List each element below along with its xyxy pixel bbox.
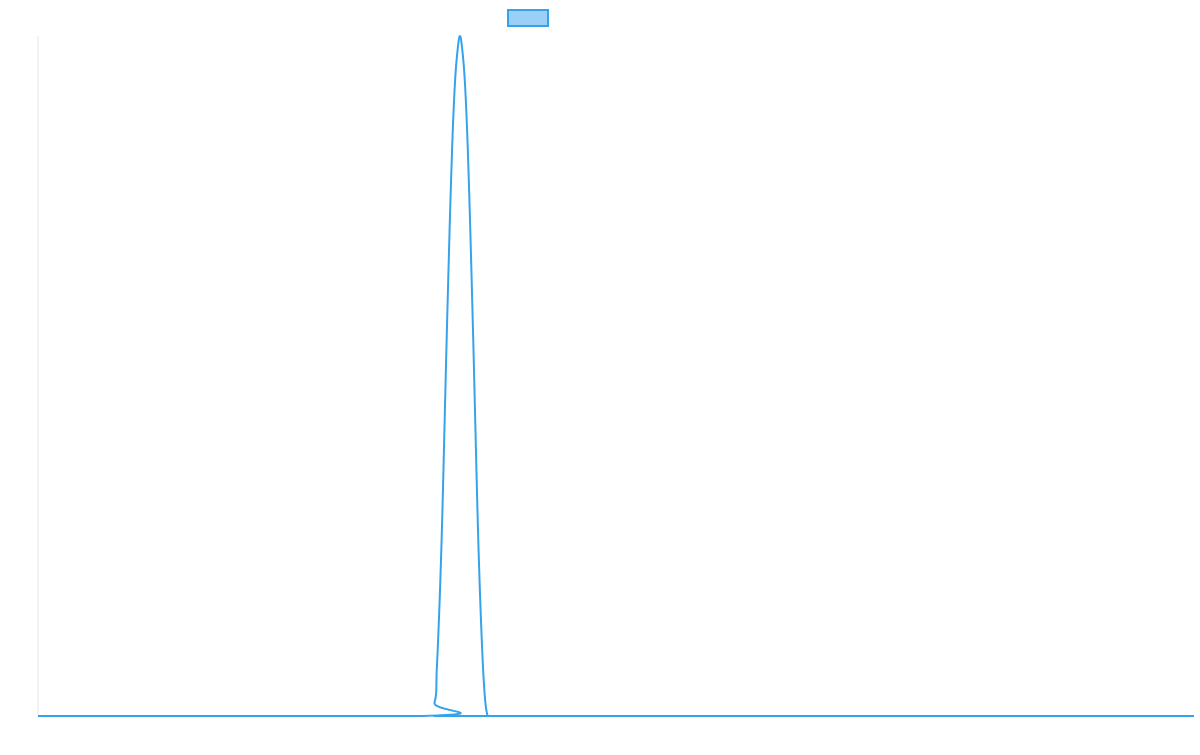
axes (37, 36, 1194, 717)
legend (507, 9, 549, 27)
legend-swatch (507, 9, 549, 27)
series-layer (38, 35, 1194, 718)
legend-item[interactable] (507, 9, 549, 27)
series-line-0 (38, 35, 1194, 718)
